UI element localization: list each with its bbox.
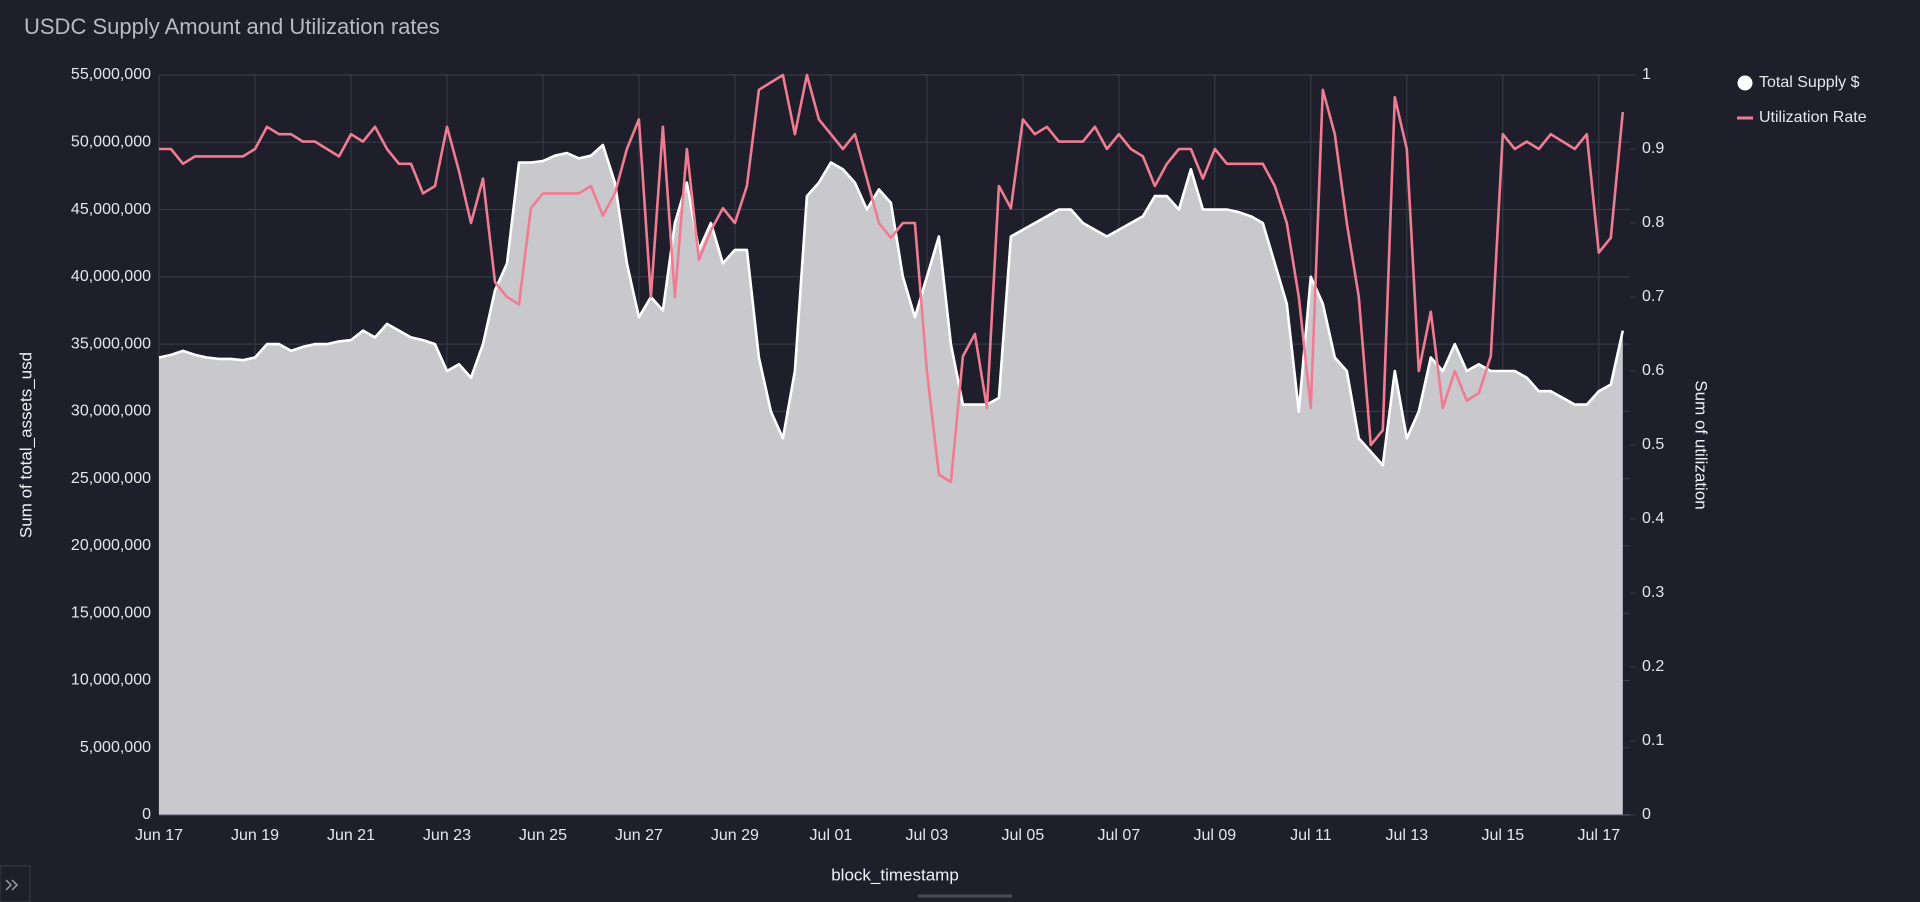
- x-axis-title: block_timestamp: [831, 865, 959, 884]
- x-tick-label: Jul 07: [1098, 827, 1141, 844]
- x-tick-label: Jul 17: [1577, 827, 1620, 844]
- y2-tick-label: 0.9: [1642, 140, 1664, 157]
- y-tick-label: 30,000,000: [71, 403, 151, 420]
- chevron-icon: [5, 879, 19, 891]
- sidebar-toggle[interactable]: [0, 865, 31, 902]
- y-tick-label: 25,000,000: [71, 470, 151, 487]
- y-tick-label: 45,000,000: [71, 201, 151, 218]
- legend-label: Utilization Rate: [1759, 109, 1867, 126]
- utilization-line: [159, 73, 1625, 484]
- y2-tick-label: 0.8: [1642, 214, 1664, 231]
- y2-tick-label: 0.3: [1642, 584, 1664, 601]
- y2-tick-label: 0.2: [1642, 658, 1664, 675]
- y2-tick-label: 0: [1642, 806, 1651, 823]
- x-tick-label: Jun 23: [423, 827, 471, 844]
- legend-swatch: [1737, 75, 1753, 91]
- y-tick-label: 55,000,000: [71, 66, 151, 83]
- y2-tick-label: 1: [1642, 66, 1651, 83]
- x-tick-label: Jun 25: [519, 827, 567, 844]
- legend-label: Total Supply $: [1759, 74, 1860, 91]
- y-tick-label: 0: [142, 806, 151, 823]
- chart-title: USDC Supply Amount and Utilization rates: [24, 14, 440, 39]
- x-tick-label: Jul 09: [1194, 827, 1237, 844]
- x-tick-label: Jun 29: [711, 827, 759, 844]
- y2-tick-label: 0.6: [1642, 362, 1664, 379]
- y-axis-title: Sum of total_assets_usd: [16, 352, 35, 538]
- y2-tick-label: 0.5: [1642, 436, 1664, 453]
- y-tick-label: 20,000,000: [71, 537, 151, 554]
- y2-axis-title: Sum of utilization: [1692, 380, 1711, 509]
- x-tick-label: Jun 19: [231, 827, 279, 844]
- x-tick-label: Jun 27: [615, 827, 663, 844]
- y-tick-label: 40,000,000: [71, 268, 151, 285]
- supply-area: [159, 145, 1623, 815]
- y-tick-label: 50,000,000: [71, 133, 151, 150]
- y2-tick-label: 0.1: [1642, 732, 1664, 749]
- y-tick-label: 35,000,000: [71, 335, 151, 352]
- y-tick-label: 10,000,000: [71, 672, 151, 689]
- x-tick-label: Jul 05: [1002, 827, 1045, 844]
- y2-tick-label: 0.4: [1642, 510, 1664, 527]
- y2-tick-label: 0.7: [1642, 288, 1664, 305]
- x-tick-label: Jul 15: [1481, 827, 1524, 844]
- x-tick-label: Jul 13: [1385, 827, 1428, 844]
- x-tick-label: Jul 11: [1290, 827, 1332, 844]
- x-tick-label: Jun 17: [135, 827, 183, 844]
- x-tick-label: Jul 01: [810, 827, 853, 844]
- x-tick-label: Jul 03: [906, 827, 949, 844]
- y-tick-label: 5,000,000: [80, 739, 151, 756]
- x-tick-label: Jun 21: [327, 827, 375, 844]
- y-tick-label: 15,000,000: [71, 604, 151, 621]
- supply-line: [158, 143, 1625, 467]
